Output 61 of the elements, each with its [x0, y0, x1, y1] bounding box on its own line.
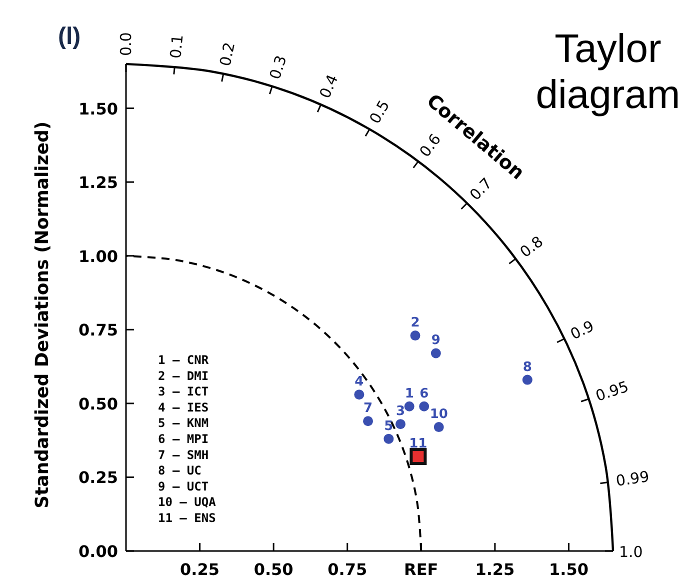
series-label: 9: [431, 333, 440, 348]
y-tick-label: 0.25: [78, 468, 118, 488]
series-label: 1: [404, 386, 414, 402]
x-tick-label: 0.50: [254, 560, 294, 576]
y-tick-label: 1.50: [78, 99, 118, 118]
series-label: 8: [522, 360, 532, 375]
annotation: 4 – IES: [158, 400, 209, 414]
annotation: 0.9: [568, 316, 597, 344]
annotation: 3 – ICT: [158, 384, 209, 399]
series-label: 7: [364, 401, 373, 416]
annotation: 2 – DMI: [158, 368, 209, 383]
point: [395, 419, 406, 430]
point: [430, 348, 441, 358]
y-tick-label: 0.50: [78, 394, 118, 414]
annotation: 0.99: [614, 467, 650, 490]
series-label: 2: [410, 316, 420, 331]
annotation: 11 – ENS: [158, 511, 216, 525]
y-tick-label: 1.25: [78, 173, 118, 192]
x-tick-label: 0.25: [180, 560, 220, 576]
annotation: 0.4: [316, 72, 342, 101]
y-tick-label: 0.75: [78, 320, 118, 340]
series-label: 6: [420, 386, 429, 402]
y-tick-label: 0.00: [78, 542, 118, 561]
annotation: 0.8: [516, 232, 546, 262]
point: [404, 401, 414, 412]
series-label: 4: [354, 374, 364, 390]
annotation: 9 – UCT: [158, 479, 209, 494]
series-label: 5: [384, 418, 394, 434]
annotation: 0.5: [366, 97, 394, 127]
y-tick-label: 1.00: [78, 246, 118, 266]
x-tick-label: 1.50: [548, 560, 588, 576]
x-tick-label: REF: [404, 560, 438, 576]
series-label: 11: [409, 436, 428, 452]
point: [354, 390, 364, 400]
x-tick-label: 0.75: [328, 560, 368, 576]
point: [434, 422, 444, 432]
point: [410, 448, 427, 466]
series-label: 10: [430, 407, 448, 422]
point: [410, 330, 420, 341]
point: [419, 401, 430, 412]
annotation: 0.95: [593, 378, 631, 406]
annotation: 0.2: [216, 40, 239, 68]
annotation: 7 – SMH: [158, 448, 209, 462]
annotation: 0.1: [166, 34, 187, 60]
annotation: 10 – UQA: [158, 495, 217, 510]
y-axis-title: Standardized Deviations (Normalized): [32, 121, 53, 508]
annotation: 6 – MPI: [158, 432, 209, 446]
annotation: 1.0: [619, 543, 643, 561]
annotation: 1 – CNR: [158, 353, 210, 367]
point: [522, 374, 532, 385]
annotation: 5 – KNM: [158, 416, 209, 430]
annotation: 0.3: [266, 53, 290, 82]
chart-title: Taylor diagram: [536, 27, 680, 117]
x-tick-label: 1.25: [475, 560, 515, 576]
text: (l): [58, 23, 81, 50]
annotation: 8 – UC: [158, 464, 202, 478]
point: [363, 416, 374, 426]
series-label: 3: [396, 404, 406, 420]
point: [384, 434, 394, 444]
annotation: 0.0: [117, 32, 135, 56]
annotation: 0.7: [466, 174, 496, 204]
